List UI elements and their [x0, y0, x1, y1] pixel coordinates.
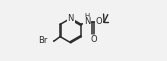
Text: Br: Br — [38, 36, 48, 45]
Text: N: N — [67, 14, 74, 23]
Text: O: O — [90, 35, 97, 44]
Text: H: H — [85, 13, 90, 19]
Text: N: N — [84, 17, 90, 26]
Text: O: O — [96, 17, 102, 26]
